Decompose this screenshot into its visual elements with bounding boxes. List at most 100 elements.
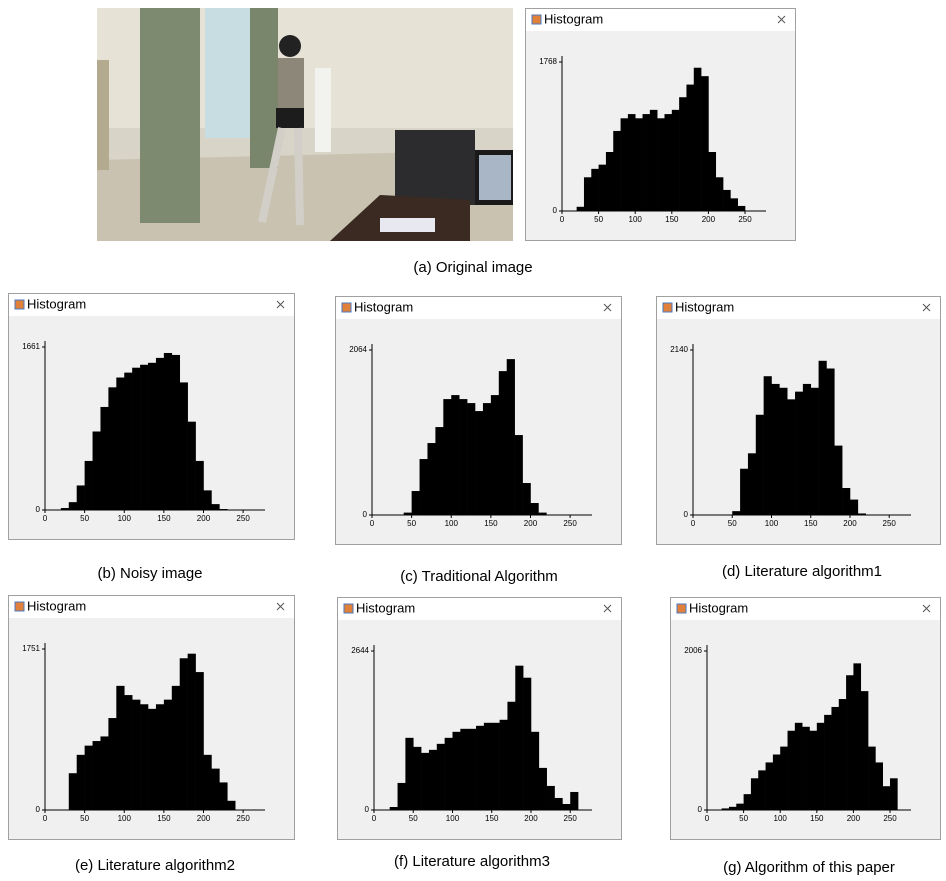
window-title: Histogram [27, 296, 86, 311]
y-tick-label: 1661 [22, 342, 40, 351]
y-tick-label: 0 [365, 805, 370, 814]
bar [188, 422, 196, 510]
bar [437, 744, 445, 810]
x-tick-label: 250 [883, 519, 897, 528]
bar [203, 490, 211, 510]
bar [156, 358, 164, 510]
bar [219, 782, 227, 810]
bar [730, 198, 738, 211]
x-tick-label: 150 [810, 814, 824, 823]
bar [108, 718, 116, 810]
bar [85, 461, 93, 510]
bar [203, 755, 211, 810]
bar [853, 663, 861, 810]
bar [679, 97, 687, 211]
window-icon [532, 15, 541, 24]
bar [839, 699, 847, 810]
bar [826, 369, 834, 515]
caption: (g) Algorithm of this paper [723, 859, 895, 876]
bar [539, 768, 547, 810]
x-tick-label: 250 [236, 814, 250, 823]
bar [811, 388, 819, 515]
x-tick-label: 200 [524, 814, 538, 823]
x-tick-label: 200 [702, 215, 716, 224]
window-icon [342, 303, 351, 312]
window-icon [15, 602, 24, 611]
x-tick-label: 50 [594, 215, 603, 224]
caption: (a) Original image [413, 259, 532, 276]
bar [116, 686, 124, 810]
bar [227, 801, 235, 810]
bar [523, 483, 531, 515]
bar [148, 363, 156, 510]
bar [657, 118, 665, 211]
x-tick-label: 150 [804, 519, 818, 528]
bar [413, 747, 421, 810]
bar [452, 732, 460, 810]
x-tick-label: 250 [738, 215, 752, 224]
bar [842, 488, 850, 515]
x-tick-label: 200 [197, 514, 211, 523]
bar [694, 68, 702, 211]
y-tick-label: 2006 [684, 646, 702, 655]
bar [164, 700, 172, 810]
bar [846, 675, 854, 810]
bar [93, 431, 101, 510]
window-title: Histogram [356, 600, 415, 615]
bar [100, 736, 108, 810]
bar [824, 715, 832, 810]
x-tick-label: 50 [80, 814, 89, 823]
bar [484, 723, 492, 810]
bar [643, 114, 651, 211]
window-title: Histogram [689, 600, 748, 615]
y-tick-label: 0 [36, 805, 41, 814]
x-tick-label: 150 [157, 514, 171, 523]
bar [211, 504, 219, 510]
x-tick-label: 100 [765, 519, 779, 528]
bar [85, 746, 93, 810]
window-icon [677, 604, 686, 613]
bar [758, 770, 766, 810]
bar [211, 769, 219, 810]
bar [766, 762, 774, 810]
bar [744, 794, 752, 810]
bar [740, 469, 748, 515]
bar [77, 755, 85, 810]
x-tick-label: 0 [372, 814, 377, 823]
bar [708, 152, 716, 211]
histogram-window: Histogram05010015020025002644 [338, 598, 622, 840]
x-tick-label: 250 [883, 814, 897, 823]
bar [606, 152, 614, 211]
bar [172, 355, 180, 510]
x-tick-label: 200 [843, 519, 857, 528]
bar [100, 407, 108, 510]
bar [492, 723, 500, 810]
x-tick-label: 50 [80, 514, 89, 523]
bar [831, 707, 839, 810]
bar [164, 353, 172, 510]
bar [405, 738, 413, 810]
bar [736, 804, 744, 810]
y-tick-label: 0 [698, 805, 703, 814]
bar [756, 415, 764, 515]
x-tick-label: 100 [118, 514, 132, 523]
bar [748, 453, 756, 515]
x-tick-label: 250 [236, 514, 250, 523]
bar [716, 177, 724, 211]
bar [780, 747, 788, 810]
bar [500, 720, 508, 810]
bar [883, 786, 891, 810]
x-tick-label: 0 [370, 519, 375, 528]
bar [427, 443, 435, 515]
bar [817, 723, 825, 810]
bar [460, 729, 468, 810]
bar [483, 403, 491, 515]
x-tick-label: 50 [739, 814, 748, 823]
bar [196, 461, 204, 510]
bar [701, 76, 709, 211]
bar [621, 118, 629, 211]
window-title: Histogram [675, 299, 734, 314]
bar [491, 395, 499, 515]
